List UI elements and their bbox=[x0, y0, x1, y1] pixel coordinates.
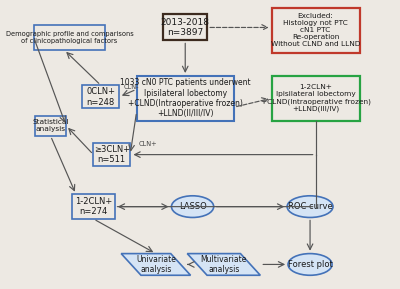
FancyBboxPatch shape bbox=[272, 76, 360, 121]
FancyBboxPatch shape bbox=[272, 8, 360, 53]
Text: CLN-: CLN- bbox=[124, 84, 139, 90]
Text: CLN+: CLN+ bbox=[139, 141, 157, 147]
Text: Multivariate
analysis: Multivariate analysis bbox=[200, 255, 247, 274]
Text: Univariate
analysis: Univariate analysis bbox=[136, 255, 176, 274]
FancyBboxPatch shape bbox=[163, 14, 207, 40]
Text: Forest plot: Forest plot bbox=[288, 260, 332, 269]
Text: 2013-2018
n=3897: 2013-2018 n=3897 bbox=[161, 18, 210, 37]
Ellipse shape bbox=[172, 196, 214, 218]
FancyBboxPatch shape bbox=[35, 116, 66, 136]
Text: 1-2CLN+
Ipisilateral lobectomy
+CLND(Intraoperative frozen)
+LLND(III/IV): 1-2CLN+ Ipisilateral lobectomy +CLND(Int… bbox=[260, 84, 370, 112]
Text: Demographic profile and comparisons
of clinicopathological factors: Demographic profile and comparisons of c… bbox=[6, 31, 134, 44]
Text: ROC curve: ROC curve bbox=[288, 202, 332, 211]
FancyBboxPatch shape bbox=[136, 76, 234, 121]
Text: Statistical
analysis: Statistical analysis bbox=[32, 119, 69, 132]
Text: LASSO: LASSO bbox=[179, 202, 206, 211]
Polygon shape bbox=[187, 254, 260, 275]
Ellipse shape bbox=[288, 254, 332, 275]
Polygon shape bbox=[121, 254, 190, 275]
Text: 1-2CLN+
n=274: 1-2CLN+ n=274 bbox=[75, 197, 112, 216]
Text: ≥3CLN+
n=511: ≥3CLN+ n=511 bbox=[94, 145, 130, 164]
FancyBboxPatch shape bbox=[82, 85, 119, 108]
Text: 1033 cN0 PTC patients underwent
Ipisilateral lobectomy
+CLND(Intraoperative froz: 1033 cN0 PTC patients underwent Ipisilat… bbox=[120, 78, 250, 118]
FancyBboxPatch shape bbox=[72, 194, 114, 219]
FancyBboxPatch shape bbox=[34, 25, 105, 50]
Text: 0CLN+
n=248: 0CLN+ n=248 bbox=[86, 87, 115, 107]
FancyBboxPatch shape bbox=[94, 143, 130, 166]
Text: Excluded:
Histology not PTC
cN1 PTC
Re-operation
Without CLND and LLND: Excluded: Histology not PTC cN1 PTC Re-o… bbox=[271, 13, 360, 47]
Ellipse shape bbox=[287, 196, 333, 218]
